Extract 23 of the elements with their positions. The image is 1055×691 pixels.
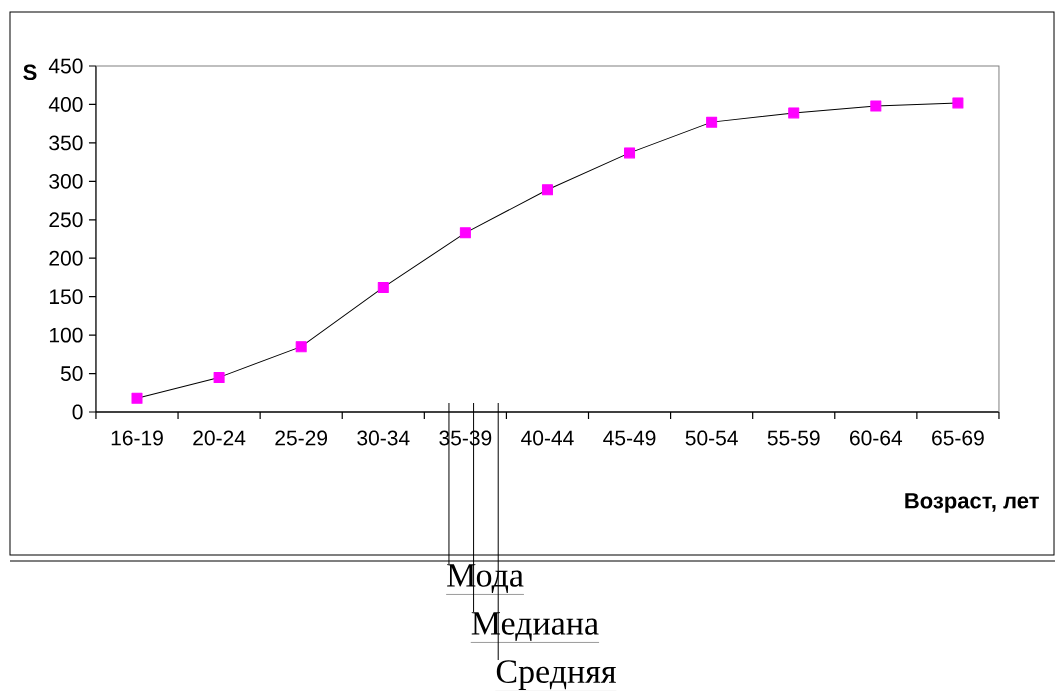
x-axis-title: Возраст, лет: [905, 493, 1039, 513]
x-tick-label: 16-19: [111, 430, 163, 446]
x-tick-label: 55-59: [767, 430, 820, 446]
y-tick-label: 0: [72, 404, 83, 420]
x-tick-label: 50-54: [685, 430, 738, 446]
x-tick-label: 60-64: [850, 430, 903, 446]
y-tick-label: 450: [48, 58, 83, 74]
x-tick-label: 30-34: [357, 430, 410, 446]
x-tick-label: 65-69: [932, 430, 984, 446]
x-tick-label: 25-29: [275, 430, 328, 446]
y-tick-label: 300: [49, 173, 83, 189]
y-tick-label: 400: [48, 97, 83, 112]
y-tick-label: 350: [49, 135, 83, 151]
x-tick-label: 45-49: [603, 430, 656, 446]
y-tick-label: 200: [49, 250, 83, 266]
x-tick-label: 20-24: [193, 430, 246, 446]
y-tick-label: 100: [49, 327, 83, 343]
y-tick-label: 50: [60, 366, 83, 381]
y-axis-title: S: [23, 64, 37, 81]
x-tick-label: 40-44: [521, 430, 574, 446]
y-tick-label: 250: [49, 212, 83, 228]
text: Средняя: [496, 660, 616, 690]
y-tick-label: 150: [49, 289, 83, 305]
